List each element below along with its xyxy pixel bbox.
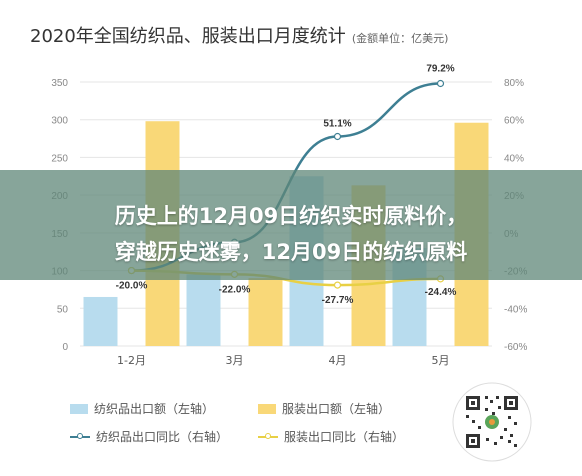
qr-code-image xyxy=(452,382,532,462)
textile-yoy-point xyxy=(436,79,445,88)
chart-unit: (金额单位：亿美元) xyxy=(351,32,449,45)
right-axis-tick-label: -60% xyxy=(504,342,527,353)
legend-swatch-textile-bar xyxy=(70,403,88,414)
left-axis-tick-label: 350 xyxy=(51,78,68,89)
overlay-headline-1: 历史上的12月09日纺织实时原料价， xyxy=(114,204,468,228)
legend-label: 服装出口同比（右轴） xyxy=(284,430,405,444)
x-axis-category-label: 3月 xyxy=(226,354,244,367)
qr-code-icon xyxy=(452,382,532,462)
data-label: -24.4% xyxy=(425,287,457,298)
legend-label: 纺织品出口额（左轴） xyxy=(94,402,215,416)
legend-item-apparel-line: 服装出口同比（右轴） xyxy=(258,428,404,445)
legend-swatch-apparel-line xyxy=(258,432,278,439)
legend-swatch-textile-line xyxy=(70,432,90,439)
right-axis-tick-label: -40% xyxy=(504,304,527,315)
textile-export-bar xyxy=(83,296,118,346)
chart-title: 2020年全国纺织品、服装出口月度统计 (金额单位：亿美元) xyxy=(30,22,448,48)
data-label: -22.0% xyxy=(219,284,251,295)
apparel-yoy-point xyxy=(333,281,342,289)
x-axis-category-label: 1-2月 xyxy=(117,354,146,367)
legend-item-textile-bar: 纺织品出口额（左轴） xyxy=(70,400,214,417)
title-overlay-banner: 历史上的12月09日纺织实时原料价， 穿越历史迷雾，12月09日的纺织原料 xyxy=(0,170,582,280)
legend-label: 纺织品出口同比（右轴） xyxy=(96,430,229,444)
overlay-headline-2: 穿越历史迷雾，12月09日的纺织原料 xyxy=(114,240,468,264)
left-axis-tick-label: 300 xyxy=(51,116,68,127)
data-label: 51.1% xyxy=(323,118,351,129)
right-axis-tick-label: 60% xyxy=(504,116,524,127)
legend-label: 服装出口额（左轴） xyxy=(282,402,391,416)
chart-title-text: 2020年全国纺织品、服装出口月度统计 xyxy=(30,26,346,47)
data-label: -20.0% xyxy=(116,281,148,292)
left-axis-tick-label: 50 xyxy=(57,304,69,315)
x-axis-category-label: 4月 xyxy=(329,354,347,367)
left-axis-tick-label: 0 xyxy=(62,342,68,353)
textile-export-bar xyxy=(186,274,221,346)
left-axis-tick-label: 250 xyxy=(51,153,68,164)
legend-item-textile-line: 纺织品出口同比（右轴） xyxy=(70,428,228,445)
right-axis-tick-label: 80% xyxy=(504,78,524,89)
legend-swatch-apparel-bar xyxy=(258,403,276,414)
legend-item-apparel-bar: 服装出口额（左轴） xyxy=(258,400,390,417)
data-label: -27.7% xyxy=(322,295,354,306)
apparel-export-bar xyxy=(248,278,283,346)
x-axis-category-label: 5月 xyxy=(432,354,450,367)
data-label: 79.2% xyxy=(426,64,454,75)
right-axis-tick-label: 40% xyxy=(504,153,524,164)
textile-yoy-point xyxy=(333,132,342,141)
